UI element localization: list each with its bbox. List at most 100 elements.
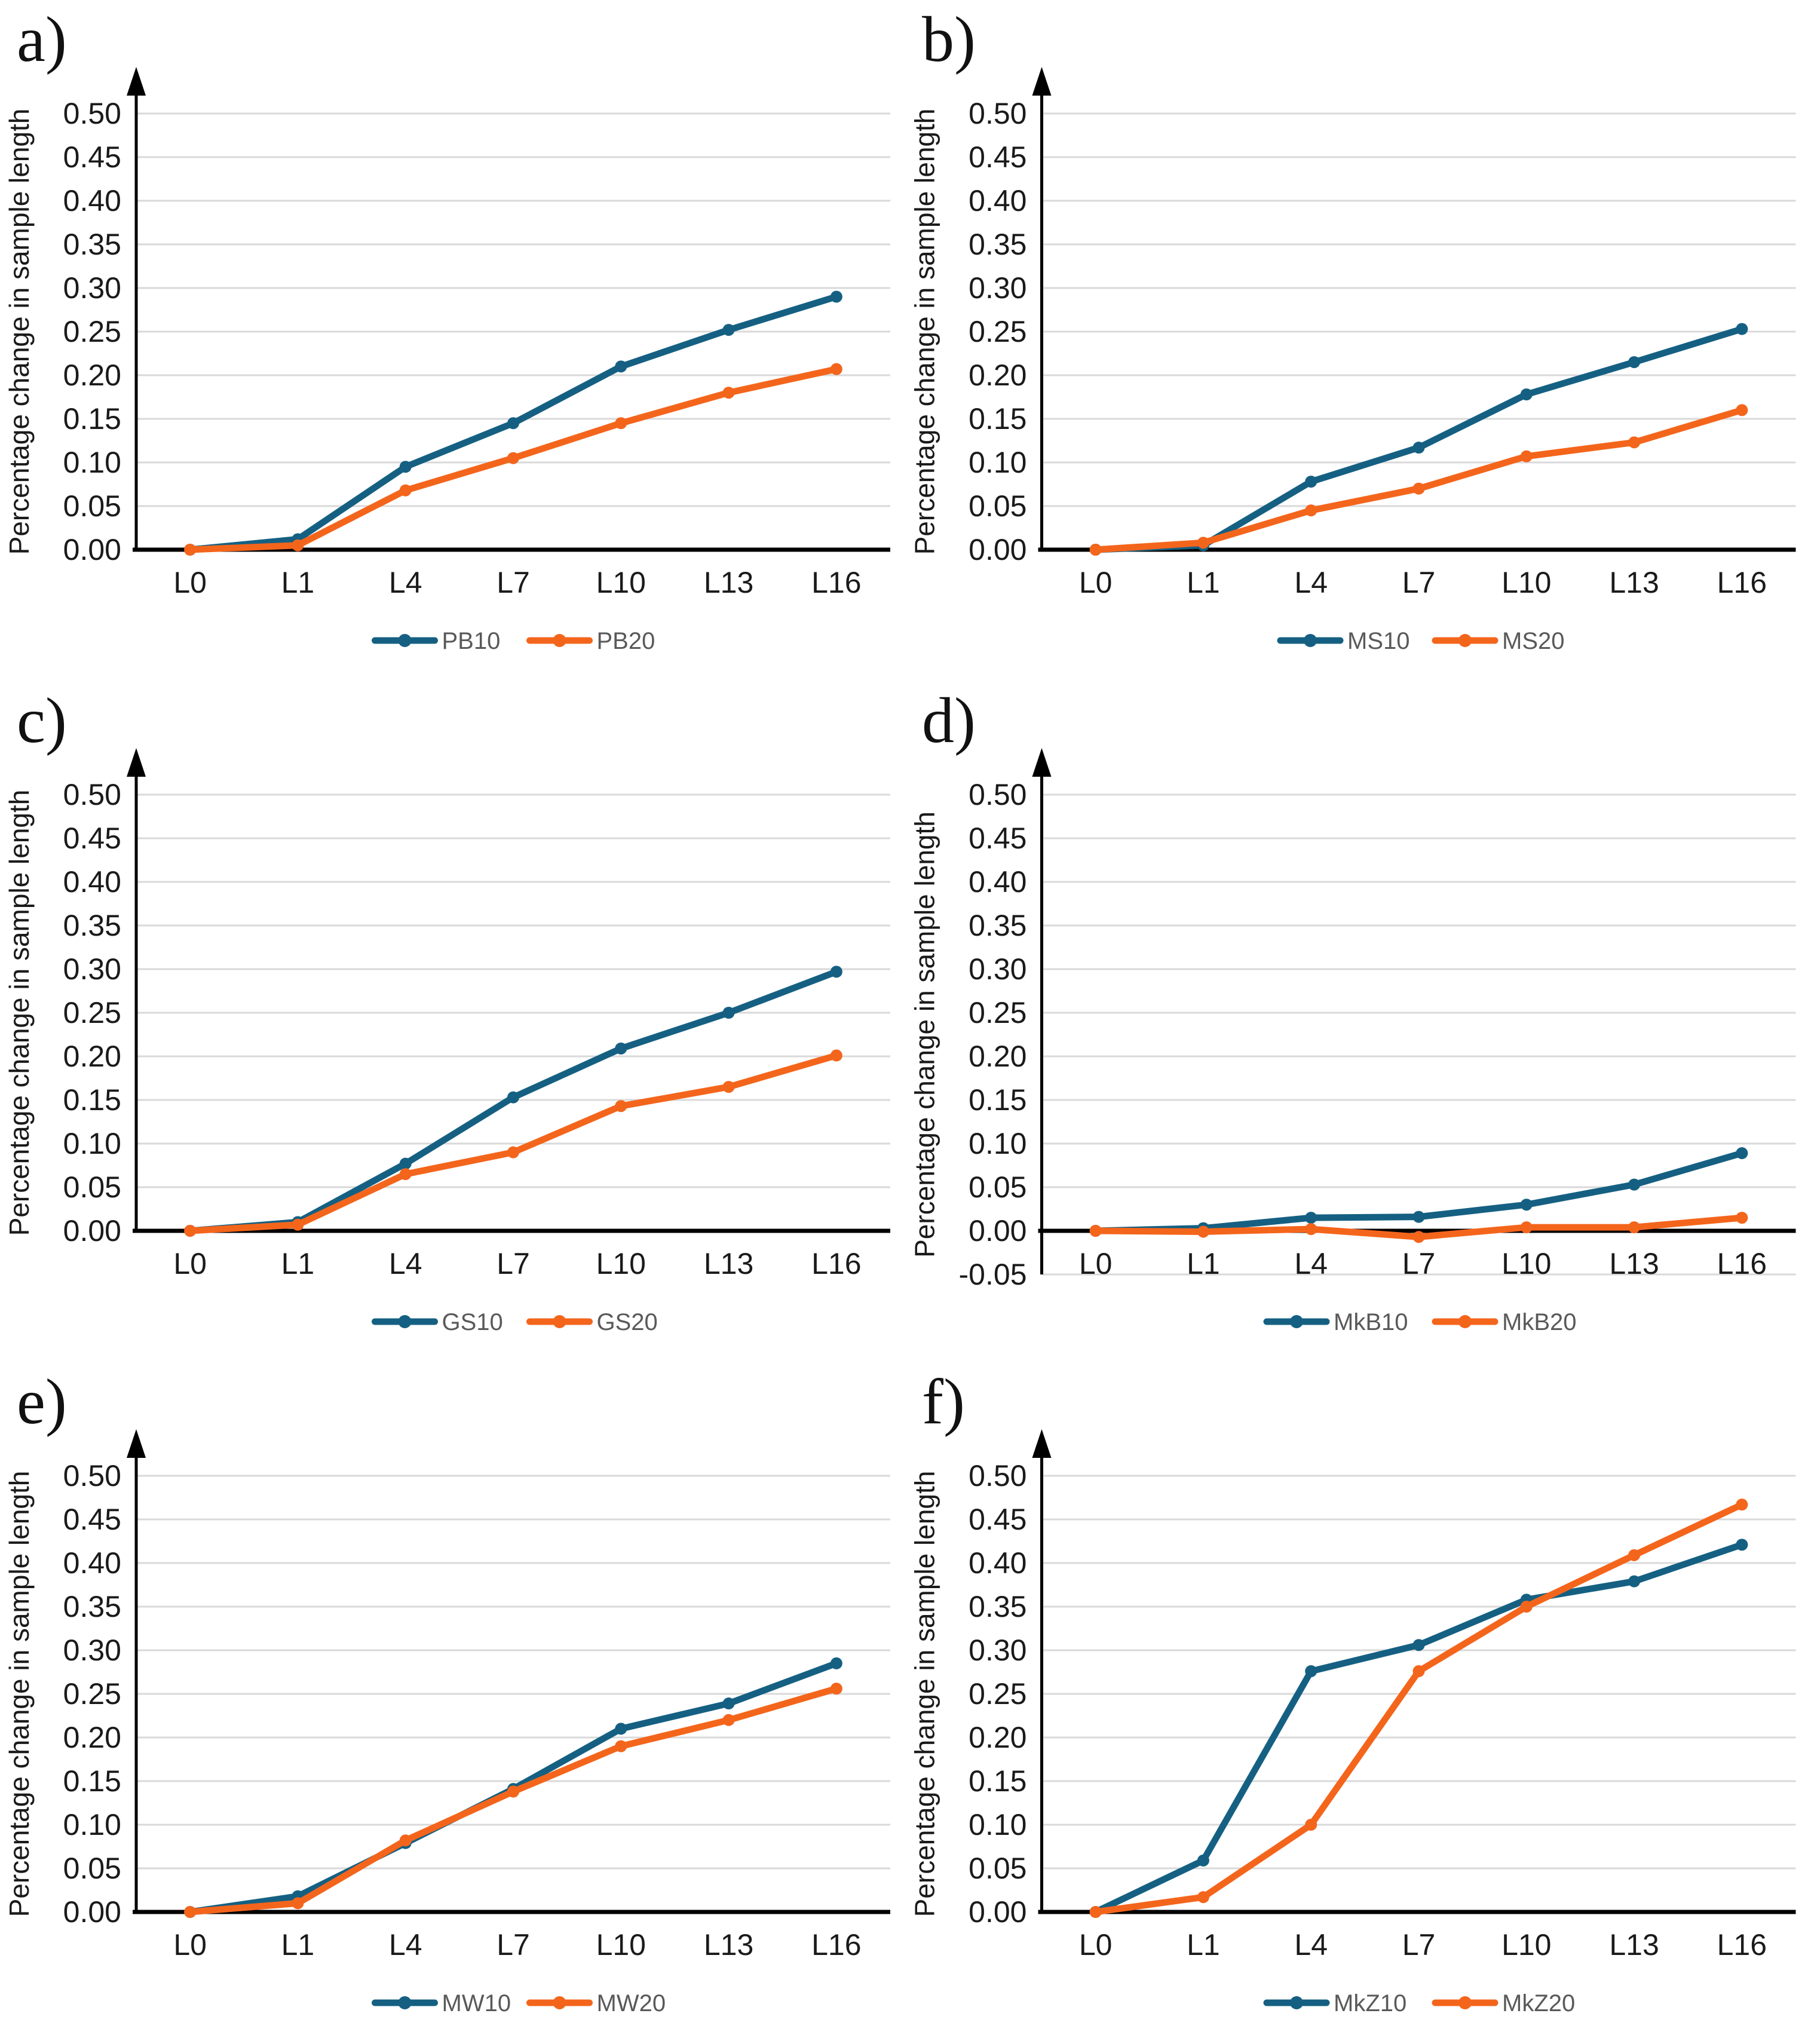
x-tick-labels: L0 L1 L4 L7 L10 L13 L16 — [1079, 1247, 1767, 1280]
y-tick-labels: 0.00 0.05 0.10 0.15 0.20 0.25 0.30 0.35 0.40 0.45… — [63, 97, 121, 566]
line-chart-b: 0.00 0.05 0.10 0.15 0.20 0.25 0.30 0.35 0.40 0.45… — [909, 67, 1796, 654]
svg-text:PB20: PB20 — [597, 628, 655, 654]
panel-label-d: d) — [922, 685, 976, 756]
svg-text:MW20: MW20 — [597, 1990, 666, 2017]
svg-text:L16: L16 — [1717, 1928, 1767, 1962]
y-axis — [1032, 1429, 1052, 1912]
svg-text:0.45: 0.45 — [63, 140, 121, 174]
svg-text:MkB10: MkB10 — [1334, 1309, 1408, 1335]
line-chart-d: -0.05 0.00 0.05 0.10 0.15 0.20 0.25 0.30 0.35 0.4… — [909, 748, 1796, 1335]
panel-c: c) 0.00 0.05 0.10 0.15 0.20 0.25 0.30 0.35 0.40 0… — [0, 681, 905, 1362]
panel-label-e: e) — [17, 1366, 67, 1438]
series-MW20 — [184, 1683, 842, 1918]
y-axis-arrow-icon — [127, 748, 146, 777]
legend-marker-icon — [1458, 634, 1472, 647]
y-axis — [127, 67, 146, 550]
svg-text:0.05: 0.05 — [63, 1852, 121, 1885]
svg-text:0.35: 0.35 — [969, 1590, 1026, 1623]
svg-text:0.50: 0.50 — [63, 1459, 121, 1493]
svg-text:MkZ20: MkZ20 — [1502, 1990, 1575, 2017]
svg-text:0.50: 0.50 — [969, 778, 1026, 811]
svg-text:L4: L4 — [1294, 566, 1328, 599]
svg-text:0.40: 0.40 — [63, 1546, 121, 1580]
svg-text:L1: L1 — [1187, 1928, 1220, 1962]
svg-text:0.00: 0.00 — [63, 533, 121, 566]
svg-text:L4: L4 — [1294, 1247, 1328, 1280]
series-MkZ10 — [1089, 1539, 1748, 1918]
svg-text:L7: L7 — [1402, 1928, 1436, 1962]
svg-text:0.15: 0.15 — [969, 1764, 1026, 1798]
y-axis-title: Percentage change in sample length — [4, 790, 35, 1236]
svg-text:L13: L13 — [1609, 1247, 1659, 1280]
y-tick-labels: 0.00 0.05 0.10 0.15 0.20 0.25 0.30 0.35 0.40 0.45… — [63, 778, 121, 1248]
svg-text:0.25: 0.25 — [63, 996, 121, 1029]
svg-text:L4: L4 — [389, 1928, 422, 1962]
legend-item-MkB20: MkB20 — [1432, 1309, 1577, 1335]
svg-text:0.05: 0.05 — [63, 1170, 121, 1204]
svg-text:0.45: 0.45 — [969, 822, 1026, 855]
line-chart-e: 0.00 0.05 0.10 0.15 0.20 0.25 0.30 0.35 0.40 0.45… — [4, 1429, 890, 2017]
panel-label-b: b) — [922, 4, 976, 75]
svg-text:0.15: 0.15 — [63, 402, 121, 436]
y-axis-arrow-icon — [127, 1429, 146, 1458]
y-axis-title: Percentage change in sample length — [909, 1471, 940, 1917]
line-chart-c: 0.00 0.05 0.10 0.15 0.20 0.25 0.30 0.35 0.40 0.45… — [4, 748, 890, 1335]
gridlines — [136, 1475, 890, 1870]
svg-text:L7: L7 — [1402, 566, 1436, 599]
legend-item-MS10: MS10 — [1277, 628, 1410, 654]
x-tick-labels: L0 L1 L4 L7 L10 L13 L16 — [1079, 566, 1767, 599]
svg-text:L0: L0 — [173, 1247, 207, 1280]
panel-label-f: f) — [922, 1366, 965, 1438]
panel-label-a: a) — [17, 4, 67, 75]
svg-text:0.45: 0.45 — [969, 1503, 1026, 1536]
svg-text:L7: L7 — [497, 1928, 530, 1962]
svg-text:0.25: 0.25 — [969, 996, 1026, 1029]
svg-text:0.30: 0.30 — [969, 952, 1026, 986]
legend-marker-icon — [1290, 1996, 1303, 2009]
svg-text:MS10: MS10 — [1347, 628, 1410, 654]
legend: MkZ10 MkZ20 — [1263, 1990, 1575, 2017]
legend-item-MkZ10: MkZ10 — [1263, 1990, 1406, 2017]
svg-text:L13: L13 — [1609, 566, 1659, 599]
svg-text:0.00: 0.00 — [969, 1214, 1026, 1248]
legend-marker-icon — [398, 1315, 412, 1328]
svg-text:MkZ10: MkZ10 — [1334, 1990, 1406, 2017]
y-tick-labels: -0.05 0.00 0.05 0.10 0.15 0.20 0.25 0.30 0.35 0.4… — [959, 778, 1027, 1291]
svg-text:0.20: 0.20 — [63, 1040, 121, 1073]
svg-text:0.30: 0.30 — [63, 1634, 121, 1667]
svg-text:0.10: 0.10 — [63, 1127, 121, 1160]
y-tick-labels: 0.00 0.05 0.10 0.15 0.20 0.25 0.30 0.35 0.40 0.45… — [969, 97, 1026, 566]
svg-text:0.35: 0.35 — [63, 909, 121, 942]
svg-text:MkB20: MkB20 — [1502, 1309, 1577, 1335]
legend: MS10 MS20 — [1277, 628, 1565, 654]
svg-text:0.30: 0.30 — [969, 1634, 1026, 1667]
series-MkB20 — [1089, 1212, 1748, 1243]
legend-marker-icon — [1290, 1315, 1303, 1328]
svg-text:L0: L0 — [1079, 566, 1113, 599]
svg-text:L1: L1 — [1187, 566, 1220, 599]
svg-text:0.25: 0.25 — [969, 315, 1026, 348]
svg-text:0.20: 0.20 — [969, 358, 1026, 392]
legend-item-PB10: PB10 — [372, 628, 500, 654]
gridlines — [1041, 793, 1796, 1276]
legend-marker-icon — [398, 634, 412, 647]
svg-text:0.20: 0.20 — [63, 358, 121, 392]
svg-text:L7: L7 — [1402, 1247, 1436, 1280]
series-PB20 — [184, 363, 842, 556]
svg-text:0.40: 0.40 — [63, 865, 121, 899]
legend-item-MW10: MW10 — [372, 1990, 511, 2017]
svg-text:L13: L13 — [704, 1928, 753, 1962]
svg-text:L0: L0 — [1079, 1247, 1113, 1280]
svg-text:L1: L1 — [1187, 1247, 1220, 1280]
svg-text:0.15: 0.15 — [63, 1083, 121, 1117]
svg-text:L10: L10 — [1501, 566, 1551, 599]
series-GS20 — [184, 1049, 842, 1237]
svg-text:0.00: 0.00 — [63, 1895, 121, 1929]
svg-text:L16: L16 — [811, 1928, 861, 1962]
svg-text:0.35: 0.35 — [969, 909, 1026, 942]
legend-marker-icon — [553, 1315, 566, 1328]
y-axis-title: Percentage change in sample length — [909, 811, 940, 1258]
svg-text:0.15: 0.15 — [969, 1083, 1026, 1117]
svg-text:0.40: 0.40 — [969, 865, 1026, 899]
svg-text:L4: L4 — [1294, 1928, 1328, 1962]
